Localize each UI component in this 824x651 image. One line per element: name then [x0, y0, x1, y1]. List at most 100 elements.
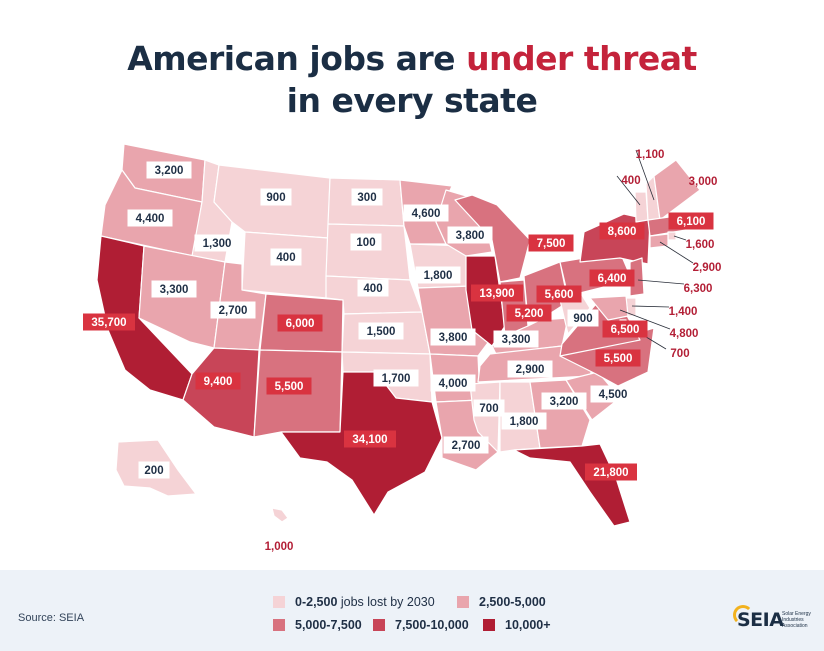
svg-text:1,700: 1,700 [382, 373, 411, 385]
svg-text:3,800: 3,800 [439, 332, 468, 344]
state-label-ks: 1,500 [358, 322, 404, 340]
title-part2: in every state [286, 81, 538, 120]
legend-item-bin1: 0-2,500 jobs lost by 2030 [273, 595, 435, 609]
source-note: Source: SEIA [18, 612, 85, 624]
logo-subtitle: Solar Energy Industries Association [782, 611, 811, 629]
state-label-nj: 6,300 [684, 283, 713, 295]
state-label-va: 6,500 [602, 320, 648, 338]
state-label-vt: 400 [621, 175, 640, 187]
state-ct [649, 233, 669, 249]
state-label-ma: 6,100 [668, 212, 714, 230]
leader-line-nh [635, 149, 655, 201]
svg-text:2,900: 2,900 [693, 262, 722, 274]
state-label-fl: 21,800 [585, 463, 637, 481]
svg-text:6,100: 6,100 [677, 216, 706, 228]
state-label-in: 5,600 [536, 285, 582, 303]
state-label-id: 1,300 [194, 234, 240, 252]
svg-text:2,900: 2,900 [516, 364, 545, 376]
svg-text:5,500: 5,500 [604, 353, 633, 365]
svg-text:34,100: 34,100 [352, 434, 387, 446]
svg-text:1,100: 1,100 [636, 149, 665, 161]
state-label-il: 13,900 [471, 284, 523, 302]
svg-text:13,900: 13,900 [479, 288, 514, 300]
state-label-pa: 6,400 [589, 269, 635, 287]
svg-text:4,800: 4,800 [670, 328, 699, 340]
state-label-hi: 1,000 [265, 541, 294, 553]
leader-line-nj [637, 279, 685, 285]
svg-text:1,800: 1,800 [510, 416, 539, 428]
leader-line-ct [659, 241, 694, 264]
state-label-ct: 2,900 [693, 262, 722, 274]
svg-text:3,300: 3,300 [502, 334, 531, 346]
svg-text:700: 700 [479, 403, 498, 415]
svg-text:4,600: 4,600 [412, 208, 441, 220]
state-label-ne: 400 [357, 279, 389, 297]
state-label-wi: 3,800 [447, 226, 493, 244]
state-label-ny: 8,600 [599, 222, 645, 240]
state-label-ia: 1,800 [415, 266, 461, 284]
state-label-ca: 35,700 [83, 313, 135, 331]
state-label-md: 4,800 [670, 328, 699, 340]
state-label-az: 9,400 [195, 372, 241, 390]
state-label-oh: 5,200 [506, 304, 552, 322]
sun-icon [733, 605, 753, 625]
svg-text:6,400: 6,400 [598, 273, 627, 285]
svg-text:900: 900 [266, 192, 285, 204]
state-label-wv: 900 [567, 309, 599, 327]
legend-swatch-bin5 [483, 619, 495, 631]
state-label-mo: 3,800 [430, 328, 476, 346]
state-label-ri: 1,600 [686, 239, 715, 251]
state-vt [634, 191, 649, 223]
state-label-tn: 2,900 [507, 360, 553, 378]
svg-text:400: 400 [363, 283, 382, 295]
leader-line-vt [616, 175, 641, 206]
state-label-ak: 200 [138, 461, 170, 479]
svg-text:8,600: 8,600 [608, 226, 637, 238]
leader-line-md [619, 309, 671, 330]
title-highlight: under threat [466, 39, 697, 78]
svg-text:1,000: 1,000 [265, 541, 294, 553]
svg-text:35,700: 35,700 [91, 317, 126, 329]
state-fl [513, 443, 631, 527]
seia-logo: SEIA Solar Energy Industries Association [733, 603, 813, 635]
svg-text:700: 700 [670, 348, 689, 360]
state-label-al: 1,800 [501, 412, 547, 430]
state-label-wa: 3,200 [146, 161, 192, 179]
svg-text:3,200: 3,200 [550, 396, 579, 408]
legend-item-bin3: 5,000-7,500 [273, 618, 362, 632]
svg-text:3,200: 3,200 [155, 165, 184, 177]
svg-text:7,500: 7,500 [537, 238, 566, 250]
state-label-ar: 4,000 [430, 374, 476, 392]
us-map: 3,200 4,400 35,700 1,300 3,300 900 400 2,700 9,4… [83, 143, 722, 553]
svg-text:200: 200 [144, 465, 163, 477]
state-az [182, 347, 260, 438]
svg-text:9,400: 9,400 [204, 376, 233, 388]
state-label-co: 6,000 [277, 314, 323, 332]
svg-text:3,300: 3,300 [160, 284, 189, 296]
state-label-wy: 400 [270, 248, 302, 266]
legend-item-bin2: 2,500-5,000 [457, 595, 546, 609]
state-label-tx: 34,100 [344, 430, 396, 448]
svg-text:400: 400 [276, 252, 295, 264]
legend-item-bin5: 10,000+ [483, 618, 551, 632]
svg-text:1,800: 1,800 [424, 270, 453, 282]
state-label-ky: 3,300 [493, 330, 539, 348]
state-label-nd: 300 [351, 188, 383, 206]
svg-text:1,300: 1,300 [203, 238, 232, 250]
svg-text:1,400: 1,400 [669, 306, 698, 318]
svg-text:6,000: 6,000 [286, 318, 315, 330]
svg-text:300: 300 [357, 192, 376, 204]
state-label-de: 1,400 [669, 306, 698, 318]
page-title: American jobs are under threat in every … [0, 38, 824, 122]
state-label-me: 3,000 [689, 176, 718, 188]
state-label-mt: 900 [260, 188, 292, 206]
svg-text:4,000: 4,000 [439, 378, 468, 390]
leader-line-de [631, 305, 670, 308]
svg-text:6,500: 6,500 [611, 324, 640, 336]
state-label-mn: 4,600 [403, 204, 449, 222]
state-label-ok: 1,700 [373, 369, 419, 387]
svg-text:2,700: 2,700 [452, 440, 481, 452]
svg-text:1,600: 1,600 [686, 239, 715, 251]
state-label-ga: 3,200 [541, 392, 587, 410]
state-label-mi: 7,500 [528, 234, 574, 252]
